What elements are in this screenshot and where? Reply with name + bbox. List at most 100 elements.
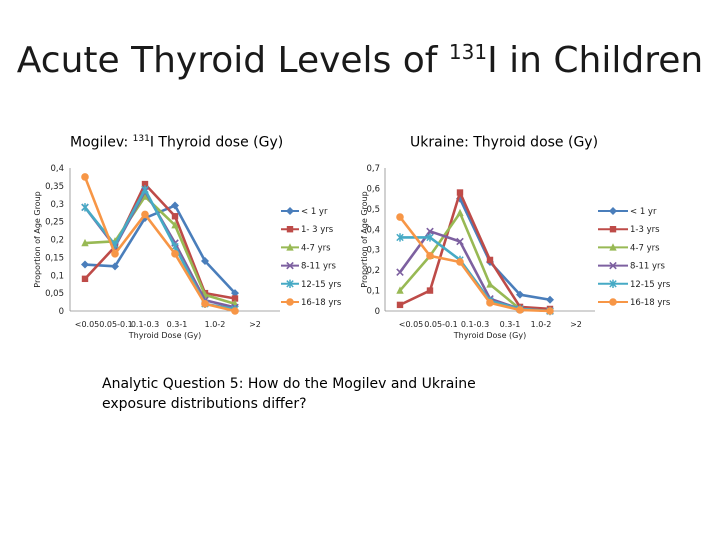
ukraine-legend-marker <box>609 243 617 251</box>
ukraine-x-tick-label: 0.3-1 <box>500 320 521 329</box>
mogilev-y-tick-label: 0,4 <box>50 164 64 174</box>
ukraine-data-point <box>456 208 464 217</box>
ukraine-y-tick-label: 0,5 <box>366 205 380 215</box>
ukraine-data-point <box>486 299 494 307</box>
mogilev-legend-marker <box>286 207 294 215</box>
ukraine-data-point <box>426 227 434 236</box>
mogilev-title-superscript: 131 <box>132 134 150 144</box>
ukraine-series-line <box>398 230 551 313</box>
mogilev-y-tick-label: 0,35 <box>45 182 64 192</box>
ukraine-legend-marker <box>609 298 617 306</box>
ukraine-series-line <box>458 198 551 302</box>
ukraine-legend-marker <box>609 226 617 233</box>
mogilev-y-axis-label: Proportion of Age Group <box>33 191 42 287</box>
ukraine-data-point <box>396 301 404 309</box>
mogilev-data-point <box>171 201 179 210</box>
mogilev-data-point <box>141 180 149 188</box>
mogilev-x-tick-label: <0.05 <box>75 320 100 329</box>
mogilev-legend-marker <box>286 298 294 306</box>
slide-title: Acute Thyroid Levels of 131I in Children <box>0 40 720 81</box>
mogilev-data-point <box>171 250 179 258</box>
mogilev-legend-marker <box>286 226 294 233</box>
ukraine-legend-label: 8-11 yrs <box>630 262 666 272</box>
mogilev-data-point <box>111 262 119 271</box>
mogilev-legend-label: < 1 yr <box>301 207 328 217</box>
mogilev-x-tick-label: >2 <box>249 320 261 329</box>
ukraine-data-point <box>456 189 464 196</box>
mogilev-data-point <box>141 185 149 194</box>
mogilev-data-point <box>171 221 179 229</box>
mogilev-x-tick-label: 0.3-1 <box>167 320 188 329</box>
ukraine-y-tick-label: 0,4 <box>366 225 380 235</box>
ukraine-data-point <box>426 252 434 260</box>
mogilev-x-tick-label: 1.0-2 <box>205 320 226 329</box>
ukraine-legend-marker <box>609 207 617 215</box>
mogilev-legend-label: 1- 3 yrs <box>301 225 334 235</box>
mogilev-title-text-end: I Thyroid dose (Gy) <box>149 134 284 151</box>
slide-title-text-end: I in Children <box>487 40 704 81</box>
mogilev-legend-label: 4-7 yrs <box>301 243 331 253</box>
ukraine-legend-marker <box>609 261 617 270</box>
mogilev-title-text: Mogilev: <box>70 134 133 151</box>
ukraine-y-tick-label: 0,7 <box>366 164 380 174</box>
ukraine-data-point <box>516 306 524 314</box>
ukraine-y-axis-label: Proportion of Age Group <box>360 191 369 287</box>
slide-title-text: Acute Thyroid Levels of <box>16 40 449 81</box>
ukraine-data-point <box>426 287 434 294</box>
mogilev-data-point <box>231 289 239 298</box>
slide-title-superscript: 131 <box>448 40 488 64</box>
ukraine-data-point <box>396 213 404 221</box>
ukraine-legend-label: 16-18 yrs <box>630 298 671 308</box>
ukraine-legend-label: 12-15 yrs <box>630 280 671 290</box>
mogilev-legend-marker <box>286 261 294 270</box>
ukraine-data-point <box>486 280 494 288</box>
mogilev-y-tick-label: 0,05 <box>45 289 64 299</box>
ukraine-y-tick-label: 0 <box>375 307 380 317</box>
ukraine-x-tick-label: <0.05 <box>399 320 424 329</box>
mogilev-series-line <box>84 182 236 300</box>
ukraine-chart-title: Ukraine: Thyroid dose (Gy) <box>410 134 598 151</box>
mogilev-x-axis-label: Thyroid Dose (Gy) <box>128 331 201 340</box>
mogilev-series-line <box>83 176 236 313</box>
ukraine-data-point <box>396 286 404 294</box>
mogilev-chart-title: Mogilev: 131I Thyroid dose (Gy) <box>70 134 283 151</box>
ukraine-data-point <box>516 290 524 299</box>
ukraine-data-point <box>456 258 464 266</box>
mogilev-data-point <box>111 250 119 258</box>
mogilev-data-point <box>171 213 179 220</box>
ukraine-data-point <box>396 233 404 242</box>
mogilev-data-point <box>141 210 149 219</box>
ukraine-y-tick-label: 0,3 <box>366 246 380 256</box>
ukraine-title-text: Ukraine: Thyroid dose (Gy) <box>410 134 599 151</box>
ukraine-data-point <box>546 295 554 304</box>
ukraine-y-tick-label: 0,2 <box>366 266 380 276</box>
mogilev-y-tick-label: 0,1 <box>50 271 64 281</box>
ukraine-y-tick-label: 0,1 <box>366 287 380 297</box>
ukraine-x-tick-label: >2 <box>570 320 582 329</box>
mogilev-y-tick-label: 0 <box>59 307 64 317</box>
ukraine-legend-label: 1-3 yrs <box>630 225 660 235</box>
ukraine-data-point <box>456 237 464 246</box>
ukraine-x-tick-label: 0.05-0.1 <box>424 320 457 329</box>
mogilev-data-point <box>231 307 239 315</box>
mogilev-y-tick-label: 0,15 <box>45 253 64 263</box>
mogilev-x-tick-label: 0.05-0.1 <box>99 320 132 329</box>
ukraine-legend-label: 4-7 yrs <box>630 243 660 253</box>
mogilev-data-point <box>81 260 89 269</box>
ukraine-data-point <box>486 256 494 264</box>
mogilev-data-point <box>231 295 239 302</box>
mogilev-legend-label: 16-18 yrs <box>301 298 342 308</box>
ukraine-x-axis-label: Thyroid Dose (Gy) <box>453 331 526 340</box>
ukraine-series-line <box>399 191 551 311</box>
analytic-question: Analytic Question 5: How do the Mogilev … <box>102 376 476 412</box>
ukraine-x-tick-label: 1.0-2 <box>531 320 552 329</box>
ukraine-legend-marker <box>609 279 617 288</box>
mogilev-data-point <box>81 275 89 283</box>
ukraine-data-point <box>426 233 434 242</box>
mogilev-data-point <box>141 192 149 200</box>
mogilev-legend-marker <box>286 243 294 251</box>
mogilev-data-point <box>81 173 89 181</box>
mogilev-y-tick-label: 0,2 <box>50 236 64 246</box>
